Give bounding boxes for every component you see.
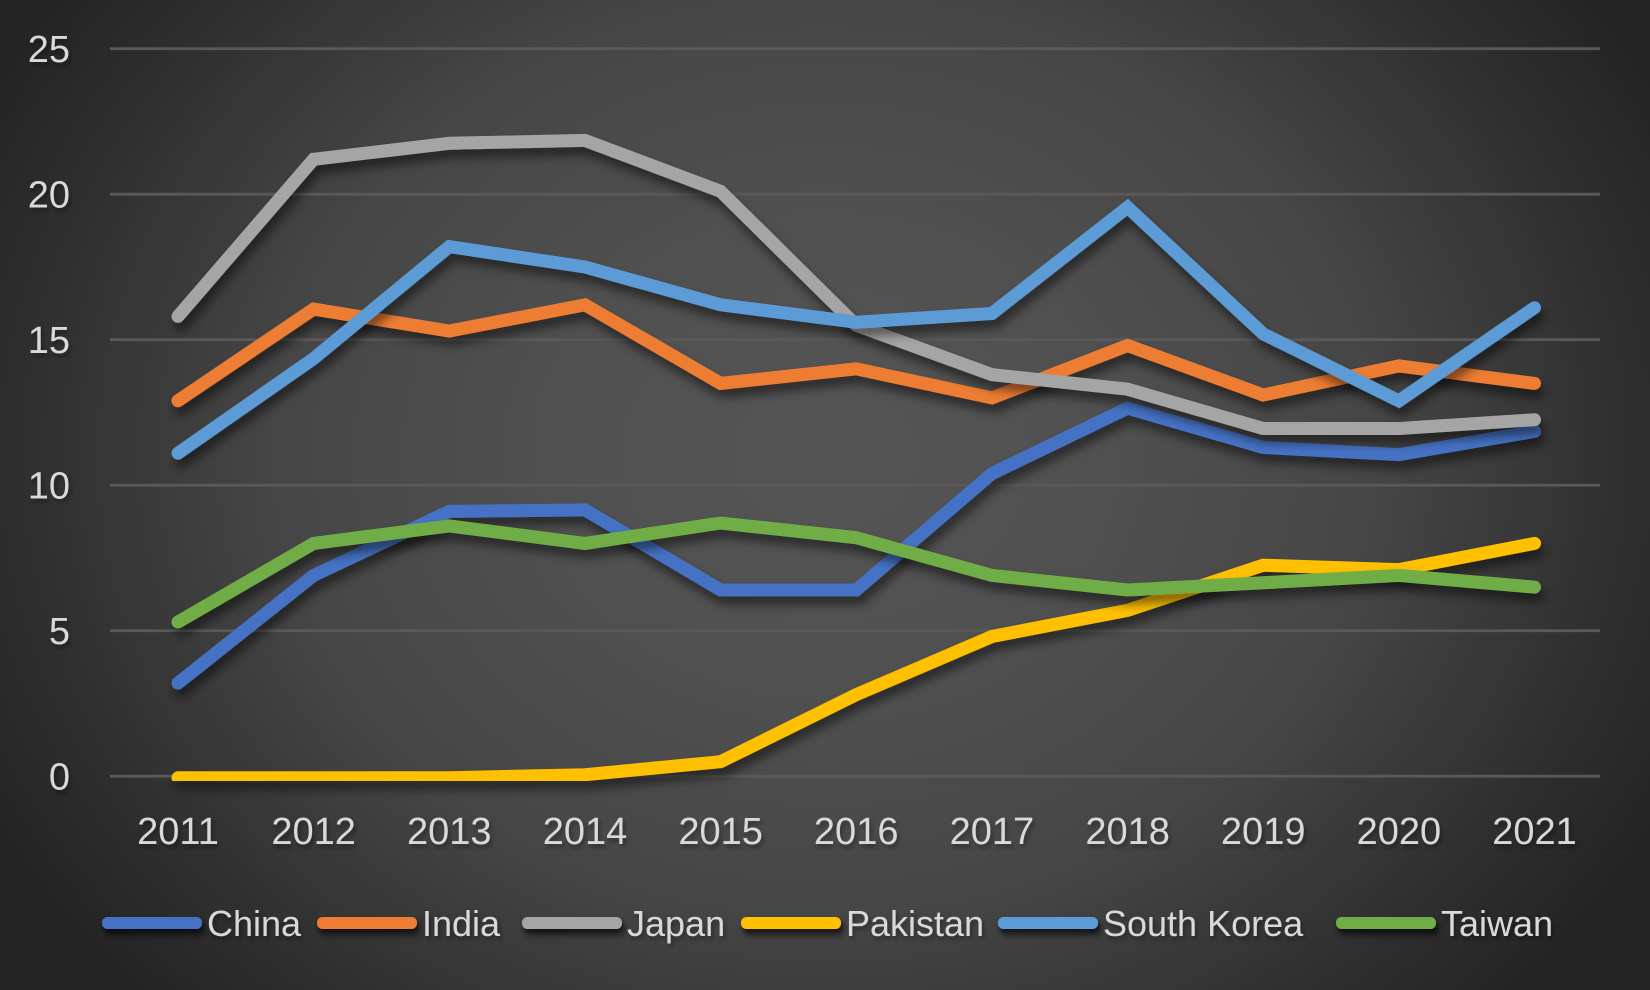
svg-text:0: 0 <box>49 757 70 799</box>
svg-text:South Korea: South Korea <box>1103 903 1304 944</box>
svg-text:2019: 2019 <box>1221 811 1306 853</box>
svg-text:2012: 2012 <box>271 811 356 853</box>
svg-text:Pakistan: Pakistan <box>846 903 984 944</box>
svg-text:2017: 2017 <box>950 811 1035 853</box>
svg-text:2016: 2016 <box>814 811 899 853</box>
svg-text:Taiwan: Taiwan <box>1441 903 1553 944</box>
svg-text:2014: 2014 <box>543 811 628 853</box>
svg-text:5: 5 <box>49 611 70 653</box>
svg-text:2020: 2020 <box>1357 811 1442 853</box>
svg-text:2015: 2015 <box>678 811 763 853</box>
svg-text:China: China <box>207 903 302 944</box>
svg-text:20: 20 <box>28 175 70 217</box>
svg-text:2011: 2011 <box>137 811 219 853</box>
svg-text:10: 10 <box>28 466 70 508</box>
svg-text:2013: 2013 <box>407 811 492 853</box>
svg-text:2018: 2018 <box>1085 811 1170 853</box>
svg-text:Japan: Japan <box>627 903 725 944</box>
svg-text:2021: 2021 <box>1492 811 1577 853</box>
svg-text:India: India <box>422 903 501 944</box>
svg-text:25: 25 <box>28 29 70 71</box>
svg-text:15: 15 <box>28 320 70 362</box>
